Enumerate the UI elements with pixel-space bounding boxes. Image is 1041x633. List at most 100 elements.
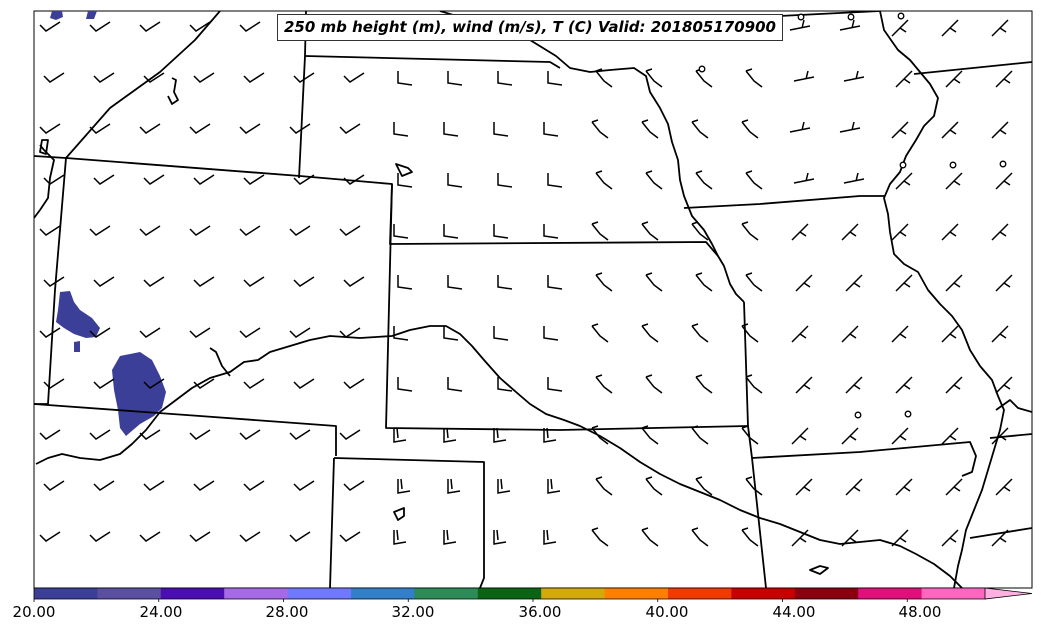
wind-barb: [891, 427, 909, 445]
wind-barb: [89, 531, 111, 542]
wind-barb: [447, 71, 463, 86]
wind-barb: [339, 429, 361, 440]
wind-barb: [941, 427, 959, 445]
wind-barb: [695, 170, 713, 190]
wind-barb: [991, 529, 1009, 547]
wind-barb: [945, 172, 963, 190]
wind-barb: [239, 531, 261, 542]
wind-barb: [443, 427, 457, 443]
wind-barb: [595, 170, 613, 190]
wind-barb: [339, 123, 361, 134]
wind-barb: [243, 174, 265, 185]
map-frame: [33, 10, 1033, 589]
wind-barb: [497, 377, 513, 392]
wind-barb: [595, 68, 613, 88]
wind-barb: [991, 121, 1009, 139]
wind-barb: [941, 529, 959, 547]
wind-barb: [289, 327, 311, 338]
wind-barb: [745, 476, 763, 496]
wind-barb: [591, 527, 609, 547]
wind-barb: [447, 478, 461, 494]
wind-barb: [591, 323, 609, 343]
wind-barb: [39, 21, 61, 32]
colorbar: [33, 587, 1033, 602]
wind-barb: [343, 378, 365, 389]
colorbar-segment: [668, 588, 732, 599]
wind-barb: [995, 274, 1013, 292]
wind-barb: [841, 325, 859, 343]
wind-barb: [645, 170, 663, 190]
calm-wind-circle: [899, 161, 907, 169]
wind-barb: [595, 374, 613, 394]
wind-barb: [591, 425, 609, 445]
wind-barbs-layer: [39, 17, 1013, 547]
wind-barb: [43, 276, 65, 287]
colorbar-tick-label: 48.00: [898, 603, 942, 621]
wind-barb: [793, 70, 815, 82]
wind-barb: [339, 531, 361, 542]
colorbar-segment: [921, 588, 986, 599]
wind-barb: [839, 121, 861, 133]
colorbar-segment: [97, 588, 162, 599]
wind-barb: [789, 19, 811, 31]
wind-barb: [691, 527, 709, 547]
colorbar-segment: [351, 588, 415, 599]
wind-barb: [43, 378, 65, 389]
wind-barb: [645, 272, 663, 292]
wind-barb: [741, 323, 759, 343]
colorbar-tick-label: 24.00: [139, 603, 183, 621]
wind-barb: [891, 529, 909, 547]
wind-barb: [143, 174, 165, 185]
wind-barb: [745, 272, 763, 292]
wind-barb: [891, 19, 909, 37]
wind-barb: [393, 122, 409, 137]
wind-barb: [193, 174, 215, 185]
wind-barb: [695, 272, 713, 292]
wind-barb: [841, 529, 859, 547]
colorbar-segment: [224, 588, 289, 599]
colorbar-tick-label: 36.00: [518, 603, 562, 621]
wind-barb: [493, 224, 509, 239]
wind-barb: [695, 374, 713, 394]
wind-barb: [343, 174, 365, 185]
wind-barb: [89, 225, 111, 236]
wind-barb: [795, 274, 813, 292]
wind-barb: [239, 327, 261, 338]
wind-barb: [791, 427, 809, 445]
wind-barb: [239, 123, 261, 134]
wind-barb: [691, 221, 709, 241]
wind-barb: [945, 70, 963, 88]
wind-barb: [591, 221, 609, 241]
wind-barb: [547, 377, 563, 392]
wind-barb: [93, 480, 115, 491]
wind-barb: [543, 427, 557, 443]
wind-barb: [691, 425, 709, 445]
wind-barb: [393, 224, 409, 239]
wind-barb: [547, 173, 563, 188]
colorbar-extend-arrow: [984, 587, 1033, 600]
wind-barb: [497, 478, 511, 494]
wind-barb: [239, 21, 261, 32]
wind-barb: [139, 531, 161, 542]
calm-wind-circle: [897, 12, 905, 20]
wind-barb: [93, 174, 115, 185]
wind-barb: [93, 72, 115, 83]
wind-barb: [43, 174, 65, 185]
wind-barb: [493, 427, 507, 443]
colorbar-segment: [414, 588, 479, 599]
colorbar-segment: [858, 588, 923, 599]
colorbar-segment: [604, 588, 669, 599]
colorbar-outline: [33, 587, 985, 600]
wind-barb: [339, 327, 361, 338]
wind-barb: [193, 276, 215, 287]
calm-wind-circle: [854, 411, 862, 419]
wind-barb: [243, 72, 265, 83]
wind-barb: [839, 19, 861, 31]
wind-barb: [447, 275, 463, 290]
state-boundaries: [34, 11, 1032, 588]
wind-barb: [193, 72, 215, 83]
colorbar-segment: [731, 588, 796, 599]
wind-barb: [945, 478, 963, 496]
wind-barb: [243, 276, 265, 287]
wind-barb: [293, 174, 315, 185]
